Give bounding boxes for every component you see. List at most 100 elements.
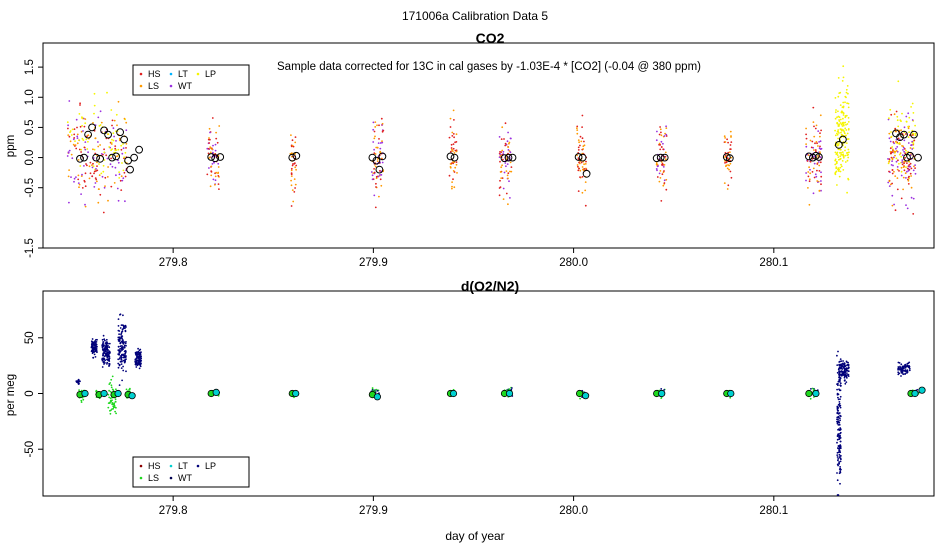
co2-data-dot: [839, 122, 842, 124]
co2-data-dot: [67, 175, 70, 178]
co2-data-dot: [95, 178, 98, 181]
o2n2-data-dot: [140, 362, 142, 365]
co2-data-dot: [889, 150, 892, 153]
co2-data-dot: [842, 65, 845, 68]
co2-data-dot: [578, 167, 580, 170]
o2n2-data-dot: [901, 366, 904, 369]
co2-data-dot: [107, 199, 109, 202]
co2-data-dot: [892, 148, 894, 151]
co2-data-dot: [500, 151, 503, 154]
co2-data-dot: [837, 125, 840, 127]
co2-data-dot: [370, 171, 373, 173]
co2-data-dot: [119, 179, 122, 182]
co2-data-dot: [845, 142, 848, 145]
co2-data-dot: [451, 187, 453, 190]
co2-data-dot: [103, 148, 105, 151]
o2n2-data-dot: [108, 365, 110, 367]
co2-data-dot: [578, 161, 580, 164]
co2-mean-circle: [288, 153, 297, 162]
co2-data-dot: [724, 137, 726, 139]
co2-data-dot: [86, 135, 88, 138]
co2-data-dot: [814, 142, 816, 145]
o2n2-data-dot: [136, 356, 139, 358]
o2n2-data-dot: [109, 409, 111, 412]
co2-data-dot: [899, 119, 902, 121]
co2-data-dot: [842, 155, 845, 158]
co2-data-dot: [455, 161, 458, 164]
co2-xtick-label: 280.0: [559, 257, 588, 269]
co2-data-dot: [84, 141, 87, 144]
co2-data-dot: [66, 155, 69, 157]
co2-mean-circle: [725, 154, 734, 163]
o2n2-data-dot: [840, 363, 843, 366]
co2-data-dot: [888, 185, 891, 188]
o2n2-data-dot: [118, 353, 120, 356]
co2-data-dot: [818, 170, 821, 172]
co2-data-dot: [835, 153, 838, 156]
co2-data-dot: [888, 132, 891, 135]
co2-data-dot: [890, 113, 893, 116]
o2n2-data-dot: [844, 365, 847, 368]
co2-data-dot: [887, 162, 890, 165]
o2n2-data-dot: [90, 346, 93, 349]
co2-data-dot: [903, 148, 906, 150]
o2n2-data-dot: [838, 468, 841, 471]
co2-data-dot: [908, 165, 911, 168]
co2-data-dot: [900, 155, 903, 158]
co2-data-dot: [910, 186, 913, 189]
co2-data-dot: [114, 166, 117, 169]
co2-data-dot: [93, 112, 95, 115]
co2-data-dot: [81, 124, 83, 127]
co2-data-dot: [372, 141, 375, 143]
o2n2-data-dot: [102, 361, 105, 364]
o2n2-data-dot: [114, 398, 117, 401]
co2-data-dot: [509, 151, 512, 154]
co2-data-dot: [504, 142, 507, 145]
co2-data-dot: [294, 136, 297, 139]
co2-data-dot: [893, 203, 895, 206]
co2-data-dot: [75, 176, 77, 179]
o2n2-data-dot: [137, 353, 140, 356]
o2n2-data-dot: [839, 417, 841, 420]
o2n2-data-dot: [101, 338, 104, 341]
o2n2-title: d(O2/N2): [461, 278, 519, 294]
o2n2-data-dot: [106, 350, 109, 352]
co2-data-dot: [897, 159, 899, 162]
co2-data-dot: [807, 187, 809, 189]
o2n2-data-dot: [836, 354, 838, 357]
co2-data-dot: [912, 143, 915, 146]
o2n2-data-dot: [140, 359, 143, 362]
co2-data-dot: [506, 163, 509, 166]
co2-data-dot: [890, 131, 892, 133]
co2-data-dot: [900, 197, 903, 200]
co2-data-dot: [725, 161, 728, 164]
co2-data-dot: [839, 148, 842, 151]
co2-data-dot: [662, 184, 665, 187]
co2-subtitle: Sample data corrected for 13C in cal gas…: [277, 61, 701, 73]
co2-data-dot: [379, 142, 382, 144]
o2n2-data-dot: [103, 355, 106, 358]
co2-data-dot: [839, 157, 842, 160]
co2-data-dot: [818, 147, 821, 150]
co2-data-dot: [898, 162, 900, 165]
o2n2-legend-hs-marker: [139, 464, 143, 468]
co2-ytick-label: -0.5: [24, 178, 36, 198]
o2n2-data-dot: [916, 388, 919, 391]
co2-data-dot: [846, 191, 848, 194]
co2-data-dot: [888, 160, 890, 163]
co2-data-dot: [92, 165, 95, 168]
co2-data-dot: [841, 111, 844, 114]
co2-data-dot: [81, 117, 84, 120]
co2-mean-markers: [76, 123, 922, 178]
o2n2-data-dot: [117, 358, 120, 361]
o2n2-data-dot: [119, 313, 121, 316]
o2n2-data-dot: [93, 353, 96, 356]
co2-data-dot: [110, 185, 113, 188]
o2n2-data-dot: [839, 360, 841, 363]
co2-data-dot: [838, 116, 841, 119]
o2n2-data-dot: [80, 399, 83, 402]
co2-data-dot: [834, 163, 837, 166]
o2n2-data-dot: [838, 412, 841, 414]
o2n2-mean-circle: [114, 389, 122, 398]
